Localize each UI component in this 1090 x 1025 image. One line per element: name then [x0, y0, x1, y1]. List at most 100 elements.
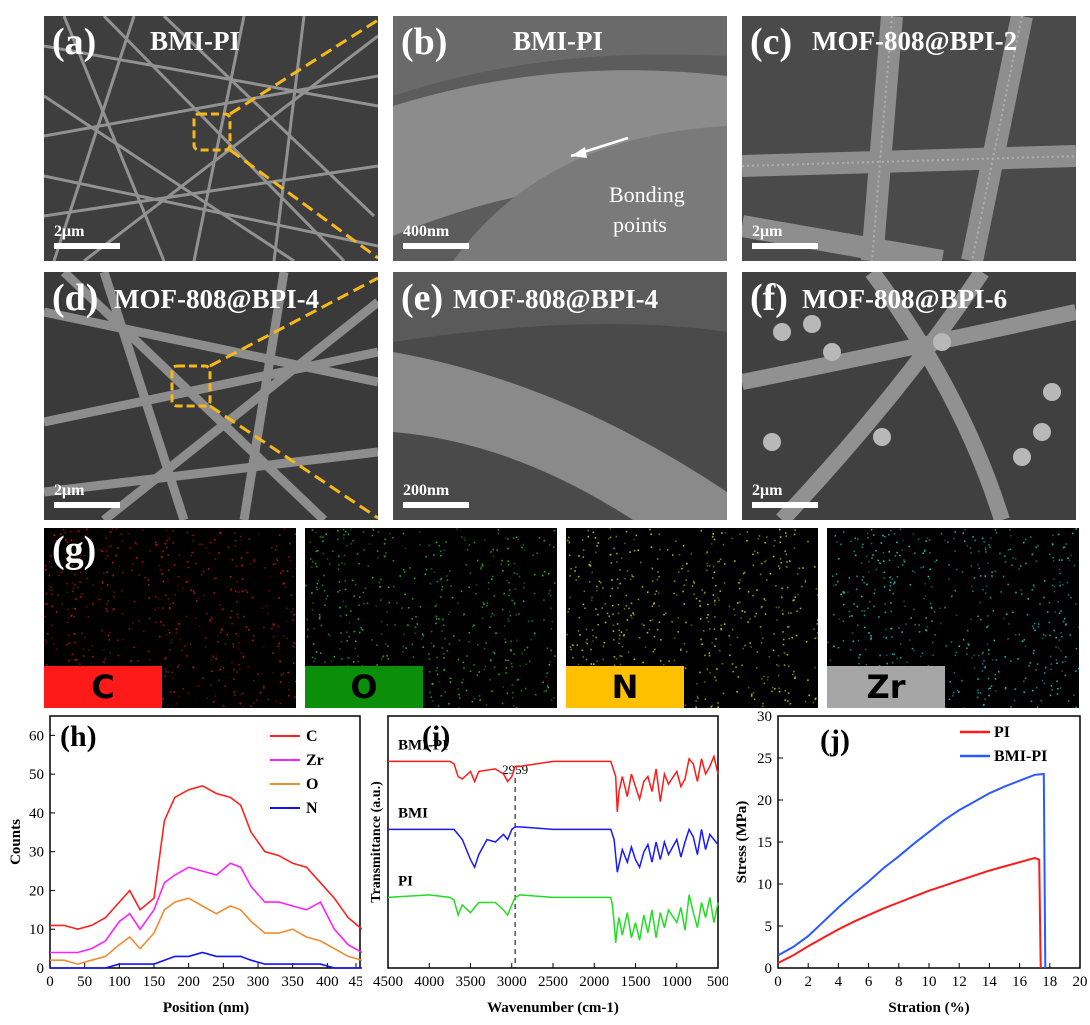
eds-tag-n: N	[566, 666, 684, 708]
sem-image-d	[44, 272, 378, 520]
scale-bar-e: 200nm	[403, 482, 469, 508]
x-tick-label: 100	[108, 974, 131, 990]
series-line-o	[50, 897, 362, 965]
x-tick-label: 200	[177, 974, 200, 990]
x-tick-label: 1000	[662, 974, 692, 990]
panel-label-a: (a)	[52, 21, 97, 63]
series-line-pi	[387, 894, 719, 943]
x-tick-label: 8	[895, 974, 903, 990]
annotation-bonding-1: Bonding	[609, 182, 685, 207]
panel-label-j: (j)	[820, 724, 850, 757]
eds-map-n: N	[566, 528, 818, 708]
x-tick-label: 2500	[538, 974, 568, 990]
series-label-pi: PI	[398, 873, 413, 889]
x-tick-label: 0	[46, 974, 54, 990]
y-tick-label: 30	[29, 845, 44, 861]
x-tick-label: 3500	[456, 974, 486, 990]
legend-label-c: C	[306, 728, 318, 745]
y-tick-label: 0	[37, 961, 45, 977]
plot-frame	[387, 715, 719, 969]
sem-image-a	[44, 16, 378, 261]
panel-label-c: (c)	[750, 21, 793, 63]
sem-panel-f: (f) MOF-808@BPI-6 2μm	[742, 272, 1076, 520]
x-tick-label: 2	[804, 974, 812, 990]
legend-label-o: O	[306, 776, 318, 793]
scale-bar-d: 2μm	[54, 482, 120, 508]
series-line-c	[50, 784, 362, 931]
y-tick-label: 25	[757, 751, 772, 767]
y-axis-label: Counts	[8, 819, 24, 865]
chart-h-line-profile: 0 50 100 150 200 250 300 350 400 450102030405060P…	[8, 715, 363, 1016]
x-tick-label: 0	[774, 974, 782, 990]
x-tick-label: 12	[952, 974, 967, 990]
panel-label-g: (g)	[52, 529, 97, 571]
eds-tag-c: C	[44, 666, 162, 708]
scale-bar-b: 400nm	[403, 223, 469, 249]
eds-map-c: C	[44, 528, 296, 708]
plot-frame	[49, 715, 361, 969]
x-tick-label: 500	[707, 974, 728, 990]
y-tick-label: 40	[29, 806, 44, 822]
eds-map-o: O	[305, 528, 557, 708]
chart-i-ftir: 4500 4000 3500 3000 2500 2000 1500 1000 500 Waven…	[369, 715, 728, 1016]
sem-image-e	[393, 272, 727, 520]
sem-image-c	[742, 16, 1076, 261]
sem-panel-e: (e) MOF-808@BPI-4 200nm	[393, 272, 727, 520]
eds-map-image-n	[566, 528, 818, 708]
x-tick-label: 250	[212, 974, 235, 990]
x-tick-label: 300	[247, 974, 270, 990]
series-label-bmi: BMI	[398, 805, 428, 821]
y-tick-label: 10	[757, 877, 772, 893]
y-tick-label: 0	[765, 961, 773, 977]
annotation-bonding-2: points	[613, 212, 667, 237]
series-label-bmi-pi: BMI-PI	[398, 737, 448, 753]
x-tick-label: 45	[349, 974, 363, 990]
panel-title-e: MOF-808@BPI-4	[453, 284, 659, 314]
legend-label-bmi-pi: BMI-PI	[994, 748, 1047, 765]
y-tick-label: 50	[29, 767, 44, 783]
x-tick-label: 50	[77, 974, 92, 990]
panel-title-a: BMI-PI	[150, 26, 240, 56]
panel-label-h: (h)	[60, 720, 97, 753]
scale-bar-c: 2μm	[752, 223, 818, 249]
x-tick-label: 400	[316, 974, 339, 990]
eds-tag-o: O	[305, 666, 423, 708]
chart-j-stress-strain: 0 2 4 6 8 10 12 14 16 18 20 0 5 10 15 20 25 30 Stration (%…	[734, 709, 1088, 1016]
y-tick-label: 10	[29, 922, 44, 938]
x-tick-label: 14	[982, 974, 998, 990]
x-tick-label: 20	[1073, 974, 1088, 990]
y-axis-label: Stress (MPa)	[734, 801, 750, 884]
sem-image-b	[393, 16, 727, 261]
x-tick-label: 16	[1012, 974, 1028, 990]
y-tick-label: 30	[757, 709, 772, 725]
legend-label-n: N	[306, 800, 318, 817]
x-tick-label: 350	[281, 974, 304, 990]
panel-title-c: MOF-808@BPI-2	[812, 26, 1018, 56]
y-tick-label: 20	[757, 793, 772, 809]
sem-panel-c: (c) MOF-808@BPI-2 2μm	[742, 16, 1076, 261]
sem-panel-b: (b) BMI-PI Bonding points 400nm	[393, 16, 727, 261]
panel-label-b: (b)	[401, 21, 448, 63]
panel-label-i: (i)	[422, 720, 450, 753]
sem-panel-a: (a) BMI-PI 2μm	[44, 16, 378, 261]
y-tick-label: 5	[765, 919, 773, 935]
x-tick-label: 1500	[621, 974, 651, 990]
panel-label-e: (e)	[401, 277, 444, 319]
panel-label-d: (d)	[52, 277, 99, 319]
x-tick-label: 150	[143, 974, 166, 990]
scale-bar-f: 2μm	[752, 482, 818, 508]
eds-map-image-zr	[827, 528, 1079, 708]
eds-tag-zr: Zr	[827, 666, 945, 708]
eds-map-zr: Zr	[827, 528, 1079, 708]
y-axis-label: Transmittance (a.u.)	[369, 781, 384, 903]
x-tick-label: 18	[1042, 974, 1057, 990]
y-tick-label: 15	[757, 835, 772, 851]
series-line-pi	[777, 856, 1042, 969]
legend-label-pi: PI	[994, 724, 1010, 741]
x-axis-label: Position (nm)	[163, 1000, 249, 1016]
marker-label-2959: 2959	[502, 762, 528, 777]
series-line-zr	[50, 862, 362, 954]
x-tick-label: 10	[922, 974, 937, 990]
panel-label-f: (f)	[750, 277, 788, 319]
x-axis-label: Wavenumber (cm-1)	[487, 1000, 619, 1016]
